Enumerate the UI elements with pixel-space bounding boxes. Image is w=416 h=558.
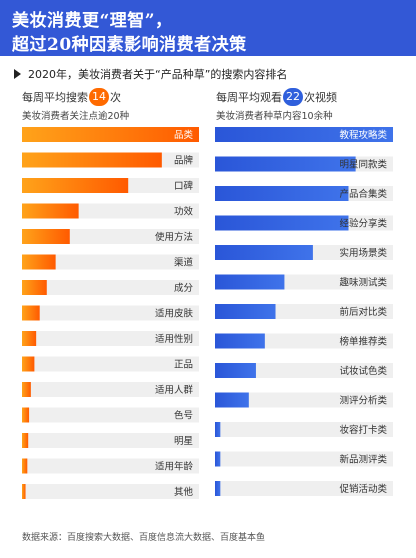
- right-kpi-badge: 22: [283, 88, 303, 106]
- left-bar-track: [22, 484, 199, 499]
- left-bar-bar: [22, 305, 40, 321]
- left-bar-track: [22, 458, 199, 474]
- left-bar-track: [22, 407, 199, 423]
- left-note: 美妆消费者关注点逾20种: [22, 111, 130, 122]
- right-bar-label: 教程攻略类: [339, 129, 387, 141]
- left-bar-bar: [22, 484, 26, 499]
- left-bar-track: [22, 331, 199, 346]
- title-banner: 美妆消费更“理智”， 超过20种因素影响消费者决策: [0, 0, 416, 56]
- left-bar-bar: [22, 458, 28, 474]
- left-bar-label: 使用方法: [155, 231, 193, 243]
- left-bar-track: [22, 433, 199, 448]
- left-bar-label: 适用皮肤: [155, 308, 194, 320]
- left-bar-bar: [22, 382, 31, 397]
- left-kpi-badge: 14: [89, 88, 109, 106]
- left-bar-bar: [22, 203, 79, 219]
- right-bar-bar: [215, 245, 313, 260]
- left-bar-label: 成分: [174, 282, 194, 294]
- right-bar-label: 促销活动类: [339, 483, 387, 495]
- left-bar-bar: [22, 280, 47, 295]
- left-kpi-suffix: 次: [110, 91, 121, 104]
- right-bar-bar: [215, 304, 276, 319]
- left-bar-bar: [22, 152, 162, 168]
- left-bar-track: [22, 382, 199, 397]
- left-kpi-prefix: 每周平均搜索: [22, 91, 88, 104]
- left-bar-bar: [22, 254, 56, 270]
- triangle-bullet-icon: [14, 69, 21, 79]
- left-bar-bar: [22, 229, 70, 244]
- right-bar-label: 前后对比类: [339, 306, 387, 318]
- right-bar-bar: [215, 363, 256, 378]
- right-bar-track: [215, 392, 393, 408]
- left-bar-label: 其他: [174, 486, 194, 498]
- right-bar-track: [215, 451, 393, 467]
- right-bar-bar: [215, 422, 221, 437]
- right-bar-label: 趣味测试类: [339, 277, 387, 289]
- left-bar-label: 渠道: [174, 257, 194, 269]
- left-bar-bar: [22, 178, 129, 193]
- left-bar-label: 口碑: [174, 180, 194, 192]
- right-bar-label: 新品测评类: [339, 454, 387, 466]
- right-bar-bar: [215, 156, 356, 172]
- left-bar-bar: [22, 433, 29, 448]
- left-bar-track: [22, 254, 199, 270]
- left-bar-bar: [22, 356, 35, 372]
- right-bar-bar: [215, 333, 265, 349]
- right-bar-label: 测评分析类: [339, 395, 387, 407]
- left-kpi: 每周平均搜索 14 次: [22, 88, 121, 106]
- left-bar-label: 功效: [174, 206, 194, 218]
- left-bar-bar: [22, 127, 199, 142]
- right-bar-bar: [215, 274, 285, 290]
- left-bar-label: 适用人群: [155, 384, 194, 396]
- right-bar-bar: [215, 392, 249, 408]
- left-bar-bar: [22, 407, 30, 423]
- left-bar-track: [22, 305, 199, 321]
- right-bar-bar: [215, 186, 349, 201]
- right-bar-label: 榜单推荐类: [339, 336, 387, 348]
- left-bar-label: 适用年龄: [155, 461, 194, 473]
- left-bar-label: 品牌: [174, 155, 194, 167]
- right-kpi-prefix: 每周平均观看: [216, 91, 282, 104]
- left-bar-label: 色号: [174, 410, 193, 422]
- right-bar-bar: [215, 215, 349, 231]
- right-bar-label: 产品合集类: [339, 188, 387, 200]
- right-bar-bar: [215, 127, 393, 142]
- right-bar-label: 实用场景类: [339, 247, 387, 259]
- left-bar-label: 适用性别: [155, 333, 193, 345]
- right-bar-label: 试妆试色类: [339, 365, 387, 377]
- title-line-1: 美妆消费更“理智”，: [12, 11, 173, 31]
- right-kpi: 每周平均观看 22 次视频: [216, 88, 337, 106]
- right-bar-label: 妆容打卡类: [339, 424, 387, 436]
- chart-subtitle: 2020年，美妆消费者关于“产品种草”的搜索内容排名: [14, 67, 287, 81]
- right-bar-chart: 教程攻略类明星同款类产品合集类经验分享类实用场景类趣味测试类前后对比类榜单推荐类…: [215, 127, 393, 496]
- right-bar-bar: [215, 481, 221, 496]
- title-line-2: 超过20种因素影响消费者决策: [12, 35, 247, 55]
- left-bar-bar: [22, 331, 37, 346]
- right-bar-label: 明星同款类: [339, 159, 387, 171]
- left-bar-track: [22, 280, 199, 295]
- left-bar-track: [22, 356, 199, 372]
- right-bar-label: 经验分享类: [339, 218, 387, 230]
- right-kpi-suffix: 次视频: [304, 91, 337, 104]
- right-bar-bar: [215, 451, 221, 467]
- data-source: 数据来源：百度搜索大数据、百度信息流大数据、百度基本鱼: [22, 533, 266, 543]
- right-bar-track: [215, 422, 393, 437]
- left-bar-label: 正品: [174, 360, 193, 371]
- chart-subtitle-text: 2020年，美妆消费者关于“产品种草”的搜索内容排名: [28, 68, 288, 81]
- right-bar-track: [215, 481, 393, 496]
- right-note: 美妆消费者种草内容10余种: [216, 111, 333, 122]
- right-bar-track: [215, 363, 393, 378]
- left-bar-label: 明星: [174, 436, 193, 447]
- left-bar-label: 品类: [174, 129, 194, 141]
